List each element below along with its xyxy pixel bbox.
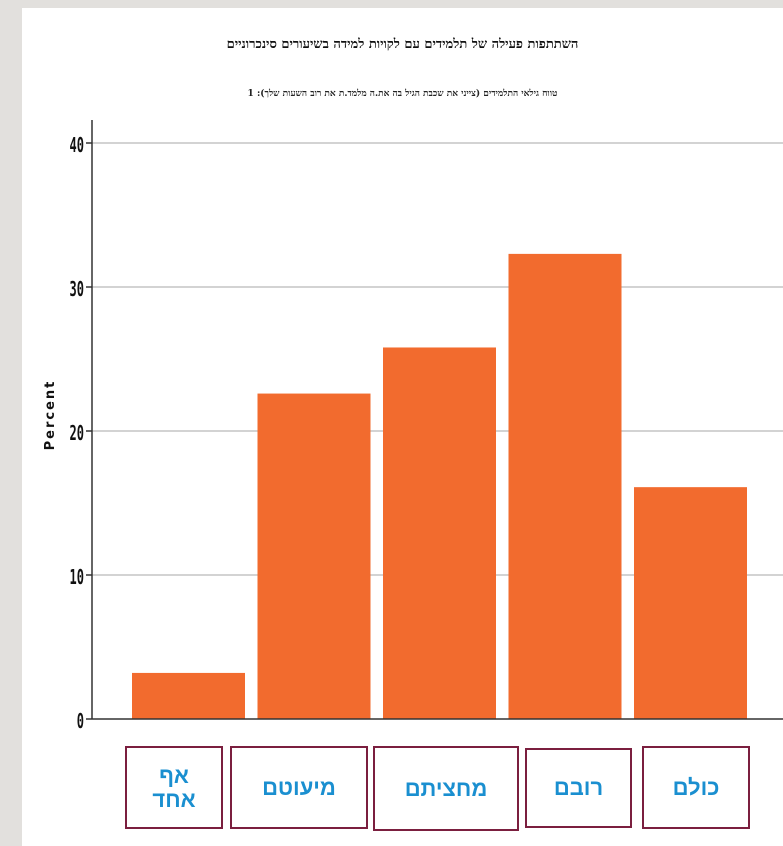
category-label: מחציתם <box>373 746 519 831</box>
category-label: רובם <box>525 748 632 828</box>
category-label: מיעוטם <box>230 746 368 829</box>
y-axis-label: Percent <box>43 380 58 451</box>
y-tick-label: 30 <box>70 278 84 301</box>
bars <box>132 253 747 719</box>
bar <box>132 672 245 719</box>
bar <box>257 393 371 719</box>
category-label: כולם <box>642 746 750 829</box>
axes: 0 10 20 30 40 <box>70 120 783 733</box>
y-tick-label: 0 <box>77 710 84 733</box>
bar <box>383 347 496 719</box>
bar <box>508 253 622 719</box>
chart-title: השתתפות פעילה של תלמידים עם לקויות למידה… <box>226 37 579 52</box>
y-tick-label: 40 <box>70 134 84 157</box>
bar <box>634 487 747 719</box>
y-tick-label: 20 <box>70 422 84 445</box>
y-tick-label: 10 <box>70 566 84 589</box>
chart-subtitle: טווח גילאי התלמידים (צייני את שכבת הגיל … <box>247 89 558 99</box>
category-label: אף אחד <box>125 746 223 829</box>
